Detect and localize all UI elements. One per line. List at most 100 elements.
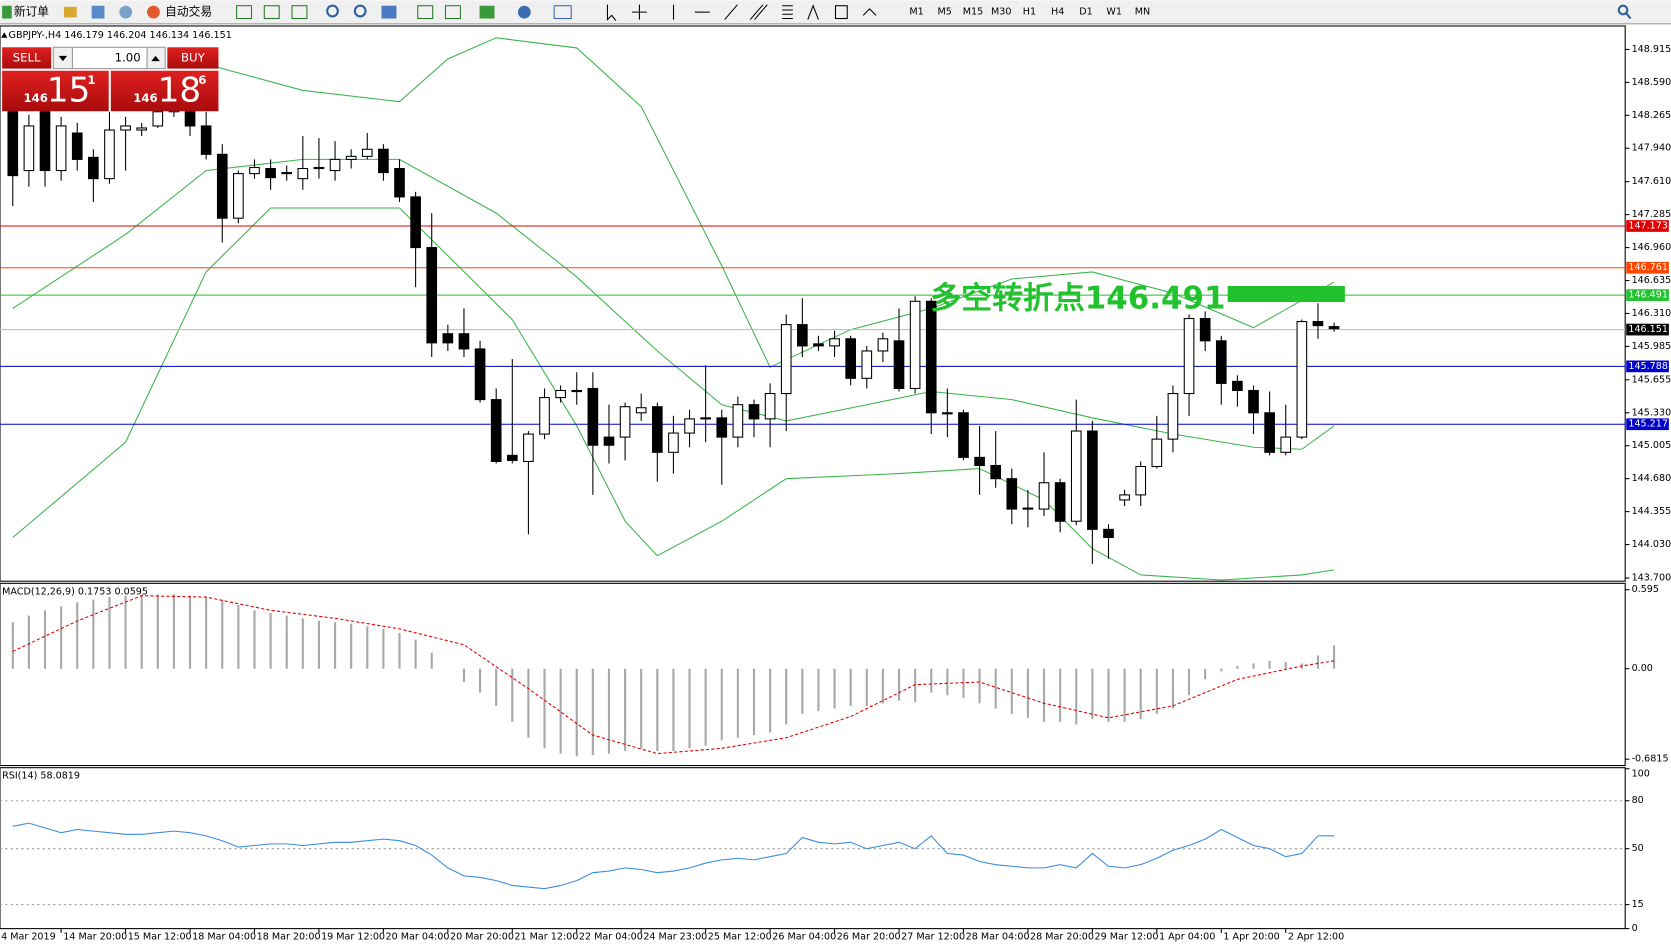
- x-tick-label: 19 Mar 12:00: [321, 932, 385, 943]
- candle-body: [1296, 321, 1308, 438]
- down-arrow: [58, 55, 68, 62]
- fibo-tool[interactable]: [782, 5, 793, 20]
- zoom-in[interactable]: [326, 4, 339, 18]
- timeframe-button[interactable]: M5: [938, 7, 952, 18]
- candle-body: [651, 406, 663, 453]
- x-tick-label: 25 Mar 12:00: [708, 932, 772, 943]
- candle-body: [893, 340, 905, 389]
- icon[interactable]: [91, 5, 105, 19]
- zoom-out[interactable]: [353, 4, 367, 18]
- timeframe-button[interactable]: MN: [1135, 7, 1150, 18]
- candle-body: [297, 167, 309, 180]
- new-order-button[interactable]: 新订单: [14, 5, 49, 19]
- candle-body: [619, 406, 631, 438]
- price-level-label: 145.217: [1628, 419, 1668, 430]
- x-tick-label: 27 Mar 12:00: [901, 932, 965, 943]
- candle-body: [845, 338, 857, 379]
- x-tick-label: 14 Mar 20:00: [63, 932, 127, 943]
- y-tick-label: 100: [1632, 769, 1650, 780]
- candle-body: [1232, 380, 1243, 392]
- candle-body: [1022, 507, 1034, 510]
- icon[interactable]: [553, 5, 572, 20]
- y-tick-label: -0.6815: [1632, 754, 1669, 765]
- candle-body: [200, 125, 212, 155]
- candle-body: [1328, 326, 1340, 330]
- candle-body: [684, 418, 695, 434]
- search[interactable]: [1617, 4, 1629, 16]
- x-tick-label: 28 Mar 20:00: [1030, 932, 1094, 943]
- sell-button[interactable]: [2, 47, 52, 69]
- price-level-box: [1626, 220, 1669, 232]
- candle-body: [216, 153, 228, 219]
- buy-label[interactable]: BUY: [181, 50, 206, 64]
- y-tick-label: 146.960: [1632, 242, 1671, 253]
- price-level-box: [1626, 261, 1669, 274]
- icon[interactable]: [263, 5, 280, 20]
- cursor-tool[interactable]: [606, 4, 617, 21]
- icon[interactable]: [381, 5, 397, 19]
- ask-box[interactable]: [110, 70, 219, 112]
- y-tick-label: 15: [1632, 899, 1644, 910]
- icon[interactable]: [517, 5, 531, 19]
- candle-body: [136, 127, 148, 131]
- buy-button[interactable]: [167, 47, 219, 69]
- candle-body: [71, 132, 83, 160]
- timeframe-button[interactable]: M15: [963, 7, 983, 18]
- timeframe-button[interactable]: W1: [1106, 7, 1122, 18]
- price-level-label: 146.491: [1628, 290, 1668, 301]
- chart-title: GBPJPY-,H4 146.179 146.204 146.134 146.1…: [9, 30, 232, 41]
- timeframe-button[interactable]: H4: [1051, 7, 1064, 18]
- candle-body: [265, 167, 276, 179]
- y-tick-label: 147.940: [1632, 143, 1671, 154]
- icon[interactable]: [444, 5, 461, 20]
- auto-trading-button[interactable]: 自动交易: [165, 5, 212, 19]
- candle-body: [1215, 340, 1227, 384]
- candle-body: [329, 158, 341, 172]
- candle-body: [1312, 321, 1324, 327]
- bollinger-band: [12, 207, 1335, 581]
- axes: 148.915 148.590 148.265 147.940 147.610 147.2…: [1, 44, 1671, 943]
- arrows-tool[interactable]: [862, 8, 877, 16]
- icon[interactable]: [417, 5, 434, 20]
- candle-body: [394, 167, 405, 198]
- sell-label[interactable]: SELL: [13, 50, 41, 64]
- timeframe-button[interactable]: M30: [991, 7, 1011, 18]
- ask-big: 146: [133, 91, 157, 105]
- trendline-tool[interactable]: [724, 4, 738, 20]
- candle-body: [829, 338, 840, 347]
- candle-body: [1264, 412, 1275, 453]
- timeframe-button[interactable]: H1: [1023, 7, 1036, 18]
- icon[interactable]: [236, 5, 253, 20]
- price-level-label: 145.788: [1628, 361, 1668, 372]
- timeframes: M1 M5 M15 M30 H1 H4 D1 W1 MN: [909, 7, 1150, 18]
- ask-pips: 18: [158, 71, 201, 111]
- timeframe-button[interactable]: D1: [1079, 7, 1092, 18]
- auto-trading-icon[interactable]: [147, 5, 160, 19]
- new-order-icon[interactable]: [2, 5, 12, 19]
- candle-body: [732, 404, 744, 438]
- channel-tool[interactable]: [749, 4, 768, 20]
- candle-body: [716, 417, 728, 438]
- crosshair-tool[interactable]: [631, 4, 647, 20]
- icon[interactable]: [479, 5, 495, 19]
- candle-body: [1070, 430, 1082, 522]
- text-tool[interactable]: [807, 4, 819, 20]
- timeframe-button[interactable]: M1: [909, 7, 923, 18]
- candle-body: [88, 156, 99, 180]
- candle-body: [877, 338, 889, 352]
- macd-panel: [0, 582, 1626, 767]
- candle-body: [539, 397, 550, 435]
- icon[interactable]: [119, 5, 133, 19]
- x-tick-label: 20 Mar 20:00: [450, 932, 514, 943]
- y-tick-label: 148.265: [1632, 110, 1671, 121]
- lots-value[interactable]: 1.00: [115, 50, 141, 64]
- candle-body: [458, 333, 470, 350]
- label-tool[interactable]: [834, 5, 848, 20]
- bid-box[interactable]: [2, 70, 109, 112]
- x-tick-label: 4 Mar 2019: [1, 932, 56, 943]
- candle-body: [1183, 317, 1195, 395]
- icon[interactable]: [291, 5, 308, 20]
- icon[interactable]: [63, 6, 77, 18]
- candle-body: [378, 148, 389, 174]
